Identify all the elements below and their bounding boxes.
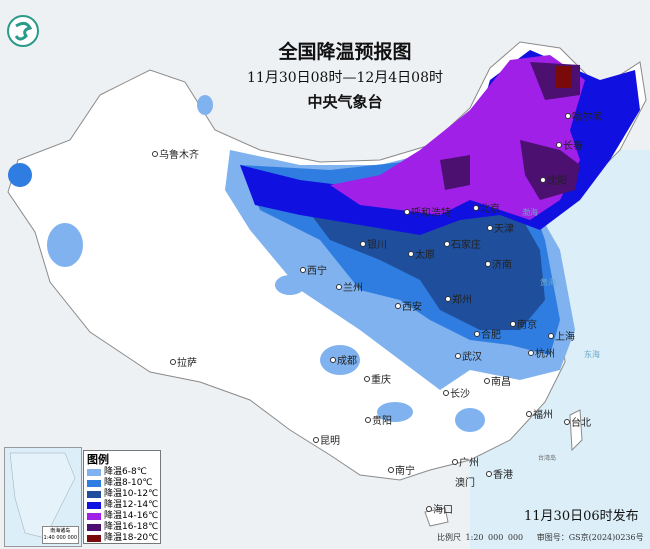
- forecast-period: 11月30日08时—12月4日08时: [247, 70, 443, 86]
- zone-6-8: [377, 402, 413, 422]
- legend-item: 降温18-20℃: [87, 533, 159, 544]
- legend-item: 降温16-18℃: [87, 522, 159, 533]
- legend-swatch: [87, 535, 101, 542]
- approval-number: 审图号：GS京(2024)0236号: [536, 533, 644, 542]
- map-title: 全国降温预报图: [278, 41, 412, 63]
- city-label: 哈尔滨: [565, 112, 602, 124]
- city-label: 海口: [426, 505, 453, 517]
- legend: 图例 降温6-8℃ 降温8-10℃ 降温10-12℃ 降温12-14℃ 降温14-16℃…: [83, 450, 161, 544]
- city-label: 西宁: [300, 266, 327, 278]
- legend-label: 降温18-20℃: [104, 533, 159, 543]
- hainan: [424, 507, 449, 527]
- city-label: 南京: [510, 320, 537, 332]
- legend-item: 降温12-14℃: [87, 500, 159, 511]
- city-label: 武汉: [455, 352, 482, 364]
- zone-14-16: [330, 55, 585, 220]
- city-label: 长沙: [443, 389, 470, 401]
- city-label: 福州: [526, 410, 553, 422]
- taiwan: [569, 409, 583, 452]
- city-label: 拉萨: [170, 358, 197, 370]
- city-label: 南昌: [484, 377, 511, 389]
- city-label: 重庆: [364, 375, 391, 387]
- city-label: 北京: [473, 204, 500, 216]
- zone-6-8: [275, 275, 305, 295]
- city-label: 沈阳: [540, 176, 567, 188]
- city-label: 成都: [330, 356, 357, 368]
- legend-swatch: [87, 524, 101, 531]
- city-label: 天津: [487, 224, 514, 236]
- sea-label: 渤海: [522, 208, 538, 217]
- issue-time: 11月30日06时发布: [524, 509, 639, 524]
- city-label: 澳门: [455, 478, 475, 489]
- legend-item: 降温10-12℃: [87, 489, 159, 500]
- south-china-sea-inset: 南海诸岛 1:40 000 000: [4, 447, 82, 547]
- zone-16-18: [440, 62, 580, 200]
- legend-swatch: [87, 502, 101, 509]
- city-label: 广州: [452, 458, 479, 470]
- city-label: 香港: [486, 470, 513, 482]
- city-label: 上海: [548, 332, 575, 344]
- legend-swatch: [87, 480, 101, 487]
- city-label: 合肥: [474, 330, 501, 342]
- sea-label: 东海: [584, 350, 600, 359]
- city-label: 台北: [564, 418, 591, 430]
- legend-item: 降温6-8℃: [87, 467, 157, 478]
- city-label: 太原: [408, 250, 435, 262]
- city-label: 贵阳: [365, 416, 392, 428]
- zone-18-20: [555, 66, 572, 88]
- legend-label: 降温8-10℃: [104, 478, 153, 488]
- cma-logo: [6, 14, 40, 48]
- city-label: 昆明: [313, 436, 340, 448]
- legend-swatch: [87, 513, 101, 520]
- legend-swatch: [87, 491, 101, 498]
- city-label: 银川: [360, 240, 387, 252]
- legend-label: 降温14-16℃: [104, 511, 159, 521]
- inset-map: [9, 452, 76, 539]
- city-label: 西安: [395, 302, 422, 314]
- legend-label: 降温12-14℃: [104, 500, 159, 510]
- city-label: 郑州: [445, 295, 472, 307]
- city-label: 兰州: [336, 283, 363, 295]
- legend-label: 降温6-8℃: [104, 467, 147, 477]
- zone-6-8: [47, 223, 83, 267]
- legend-label: 降温10-12℃: [104, 489, 159, 499]
- city-label: 南宁: [388, 466, 415, 478]
- sea-label: 台湾岛: [538, 455, 557, 462]
- city-label: 乌鲁木齐: [152, 150, 199, 162]
- zone-6-8: [320, 345, 360, 375]
- zone-8-10: [8, 163, 32, 187]
- city-label: 杭州: [528, 349, 555, 361]
- zone-6-8: [197, 95, 213, 115]
- legend-title: 图例: [87, 453, 109, 466]
- legend-item: 降温14-16℃: [87, 511, 159, 522]
- legend-swatch: [87, 469, 101, 476]
- city-label: 石家庄: [444, 240, 481, 252]
- city-label: 呼和浩特: [404, 208, 451, 220]
- scale-text: 比例尺 1:20 000 000: [437, 533, 524, 542]
- issuer: 中央气象台: [307, 93, 383, 111]
- city-label: 济南: [485, 260, 512, 272]
- city-label: 长春: [556, 141, 583, 153]
- inset-caption: 南海诸岛 1:40 000 000: [41, 526, 79, 544]
- sea-label: 黄海: [540, 278, 556, 287]
- legend-label: 降温16-18℃: [104, 522, 159, 532]
- map-footer: 比例尺 1:20 000 000 审图号：GS京(2024)0236号: [437, 532, 644, 543]
- legend-item: 降温8-10℃: [87, 478, 157, 489]
- zone-6-8: [455, 408, 485, 432]
